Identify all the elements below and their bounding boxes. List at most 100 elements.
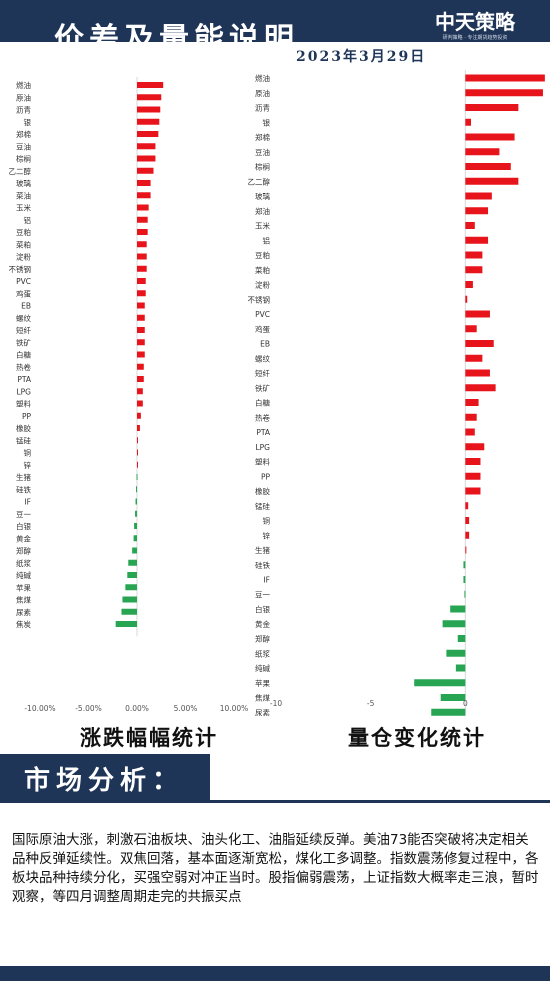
left-bar (137, 94, 162, 101)
right-bar (465, 369, 490, 377)
left-category-label: 郑醇 (16, 546, 31, 556)
section-title: 市场分析： (24, 766, 185, 796)
left-bar (137, 376, 144, 382)
left-bar (137, 314, 145, 321)
right-category-label: 豆粕 (255, 250, 270, 260)
right-category-label: 硅铁 (255, 560, 270, 570)
left-category-label: 硅铁 (16, 484, 31, 494)
left-category-label: 豆油 (16, 141, 31, 151)
right-bar (465, 428, 475, 436)
right-bar (465, 207, 489, 215)
right-category-label: 郑油 (255, 206, 270, 216)
left-bar (137, 253, 147, 260)
left-bar (137, 363, 144, 370)
right-bar (440, 694, 466, 701)
left-bar (137, 400, 143, 407)
left-bar (137, 216, 148, 223)
left-category-label: 塑料 (16, 399, 31, 409)
left-bar (137, 167, 154, 174)
left-category-label: PTA (17, 375, 32, 384)
right-bar (465, 251, 483, 259)
right-category-label: IF (263, 576, 270, 585)
right-category-label: PTA (256, 428, 271, 437)
right-bar (465, 502, 469, 510)
right-bar (465, 74, 545, 82)
right-x-tick-label: -5 (367, 699, 375, 708)
right-category-label: 银 (263, 118, 271, 127)
left-bar (137, 241, 147, 248)
left-category-label: 豆粕 (16, 227, 31, 237)
left-category-label: 热卷 (16, 362, 31, 372)
right-bar (465, 295, 468, 303)
left-category-label: PP (22, 412, 32, 421)
right-category-label: 原油 (255, 88, 270, 98)
footer-bar (0, 966, 550, 981)
right-bar (465, 177, 519, 185)
right-category-label: 短纤 (255, 368, 270, 378)
left-category-label: 燃油 (16, 80, 31, 90)
right-category-label: 铝 (263, 235, 271, 245)
right-category-label: 豆一 (255, 590, 270, 599)
right-bar (463, 576, 466, 583)
left-bar (137, 449, 138, 456)
right-bar (450, 605, 466, 613)
right-category-label: 乙二醇 (248, 176, 271, 186)
left-bar (115, 621, 137, 627)
left-category-label: 乙二醇 (9, 166, 32, 176)
right-category-label: 尿素 (255, 707, 270, 716)
left-chart-caption: 涨跌幅幅统计 (80, 725, 218, 750)
right-bar (442, 620, 466, 628)
right-category-label: PVC (255, 310, 270, 319)
right-bar (465, 384, 496, 392)
left-bar (137, 204, 149, 211)
right-bar (465, 133, 515, 141)
right-bar (455, 664, 466, 672)
right-bar (463, 561, 466, 569)
right-bar (465, 89, 543, 97)
left-category-label: 纸浆 (16, 558, 31, 568)
left-bar (137, 339, 145, 346)
left-bar (137, 351, 145, 358)
left-category-label: 菜粕 (16, 239, 31, 249)
left-category-label: 生猪 (16, 472, 31, 482)
right-category-label: 热卷 (255, 412, 270, 422)
left-bar (128, 559, 137, 566)
right-category-label: 菜粕 (255, 265, 270, 275)
left-category-label: 沥青 (16, 105, 31, 115)
left-category-label: 尿素 (16, 607, 31, 617)
right-bar (465, 458, 481, 465)
left-bar (137, 180, 151, 186)
left-bar (122, 596, 137, 603)
right-bar (465, 310, 490, 318)
left-category-label: 纯碱 (16, 570, 31, 580)
right-bar (465, 266, 483, 274)
section-divider (0, 800, 550, 803)
left-bar (137, 437, 138, 444)
left-category-label: 螺纹 (16, 313, 31, 323)
right-category-label: 纯碱 (255, 663, 270, 673)
right-category-label: 沥青 (255, 103, 270, 113)
left-bar (137, 412, 141, 419)
left-bar (137, 388, 143, 395)
right-bar (465, 236, 489, 244)
right-category-label: 塑料 (255, 457, 270, 467)
right-category-label: 白糖 (255, 398, 270, 408)
left-x-tick-label: -10.00% (24, 704, 55, 713)
left-category-label: 锰硅 (16, 435, 31, 445)
right-chart-caption: 量仓变化统计 (348, 725, 486, 750)
left-category-label: 铁矿 (16, 337, 31, 347)
left-category-label: 棕榈 (16, 154, 31, 164)
left-x-tick-label: 5.00% (174, 704, 198, 713)
left-category-label: 银 (24, 118, 32, 127)
left-bar (137, 265, 147, 272)
right-category-label: 玻璃 (255, 191, 270, 201)
right-category-label: LPG (255, 443, 270, 452)
left-category-label: 不锈钢 (9, 264, 32, 274)
left-x-tick-label: -5.00% (75, 704, 102, 713)
left-bar (137, 131, 159, 137)
left-bar (137, 192, 151, 199)
left-bar (137, 425, 140, 431)
right-bar (465, 443, 485, 451)
right-bar (465, 472, 481, 480)
right-bar (465, 546, 467, 554)
